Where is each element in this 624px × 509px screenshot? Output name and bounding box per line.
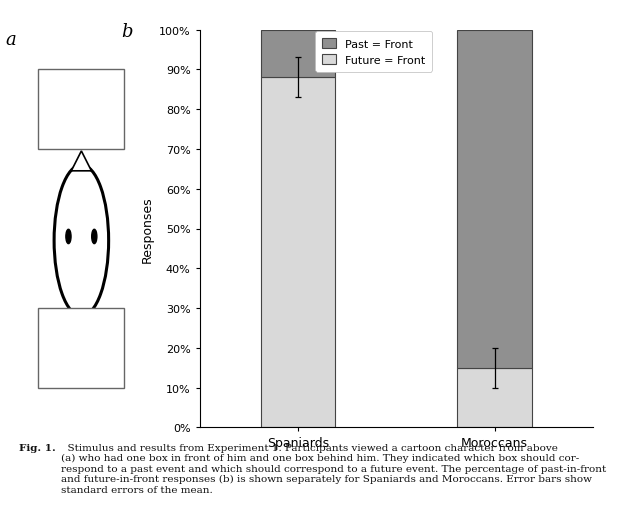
Text: Stimulus and results from Experiment 1. Participants viewed a cartoon character : Stimulus and results from Experiment 1. … [61, 443, 607, 494]
Bar [261, 31, 335, 78]
Text: a: a [5, 31, 16, 48]
Legend: Past = Front, Future = Front: Past = Front, Future = Front [315, 32, 432, 72]
Text: b: b [121, 22, 132, 41]
Circle shape [66, 230, 71, 244]
Y-axis label: Responses: Responses [140, 196, 154, 262]
Polygon shape [71, 152, 92, 172]
Bar [38, 308, 124, 388]
Bar [261, 78, 335, 428]
Text: Fig. 1.: Fig. 1. [19, 443, 56, 452]
Bar [457, 31, 532, 368]
Circle shape [92, 230, 97, 244]
Bar [457, 368, 532, 428]
Bar [38, 70, 124, 150]
Circle shape [54, 165, 109, 317]
